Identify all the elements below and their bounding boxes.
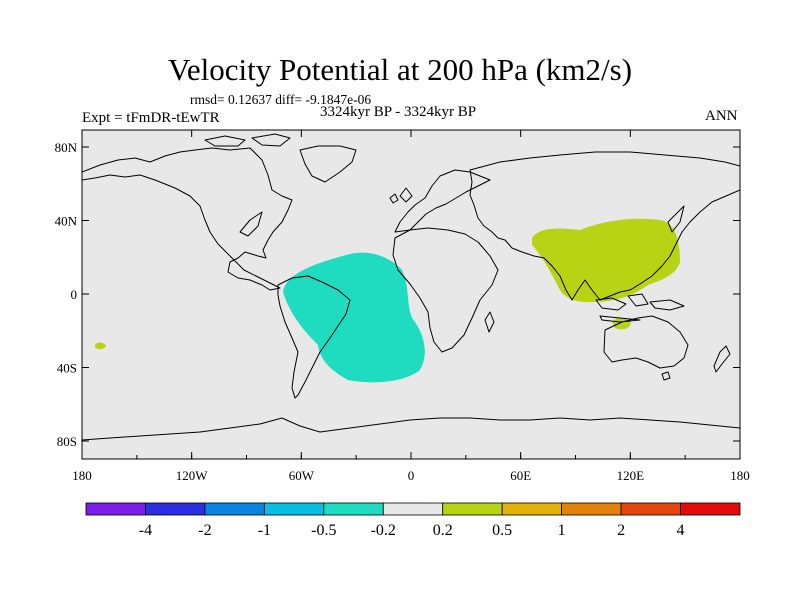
lat-tick-label: 80N	[55, 140, 78, 155]
south-asia-positive-anomaly	[532, 218, 680, 303]
lat-tick-label: 80S	[57, 434, 77, 449]
lon-tick-label: 60W	[289, 468, 315, 483]
colorbar-swatch	[501, 502, 563, 516]
colorbar-label: -0.2	[371, 522, 396, 539]
lat-tick-label: 40S	[57, 361, 77, 376]
lon-tick-label: 0	[408, 468, 415, 483]
lon-tick-label: 60E	[510, 468, 531, 483]
pacific-positive-anomaly	[95, 342, 106, 350]
colorbar-label: 2	[617, 522, 625, 539]
lon-tick-label: 120E	[617, 468, 645, 483]
colorbar-swatch	[620, 502, 681, 516]
colorbar-label: -2	[198, 522, 211, 539]
colorbar-label: 0.5	[492, 522, 512, 539]
map-axes: 80N 40N 0 40S 80S 180 120W 60W 0 60E 120E 180	[55, 130, 750, 483]
period-label: 3324kyr BP - 3324kyr BP	[320, 104, 477, 120]
rmsd-diff-text: rmsd= 0.12637 diff= -9.1847e-06	[190, 92, 372, 107]
experiment-label: Expt = tFmDR-tEwTR	[82, 110, 220, 126]
colorbar-swatch	[263, 502, 325, 516]
lon-tick-label: 180	[72, 468, 92, 483]
lon-tick-label: 180	[730, 468, 750, 483]
colorbar-swatch	[561, 502, 622, 516]
colorbar-label: 0.2	[433, 522, 453, 539]
colorbar-swatch	[680, 502, 741, 516]
colorbar-swatch	[382, 502, 444, 516]
colorbar-label: 4	[677, 522, 685, 539]
colorbar-label: -1	[258, 522, 271, 539]
lat-tick-label: 0	[71, 287, 78, 302]
lat-tick-label: 40N	[55, 214, 78, 229]
coastlines	[82, 133, 740, 441]
colorbar-label: -4	[139, 522, 152, 539]
colorbar-swatch	[323, 502, 384, 516]
colorbar-swatch	[442, 502, 503, 516]
south-atlantic-negative-anomaly	[283, 252, 425, 383]
plot-title: Velocity Potential at 200 hPa (km2/s)	[167, 52, 633, 87]
colorbar-swatch	[85, 502, 146, 516]
colorbar-label: -0.5	[311, 522, 336, 539]
colorbar-label: 1	[558, 522, 566, 539]
colorbar-swatch	[204, 502, 265, 516]
season-label: ANN	[705, 108, 738, 124]
lon-tick-label: 120W	[176, 468, 209, 483]
colorbar: -4 -2 -1 -0.5 -0.2 0.2 0.5 1 2 4	[85, 502, 741, 539]
colorbar-swatch	[145, 502, 206, 516]
